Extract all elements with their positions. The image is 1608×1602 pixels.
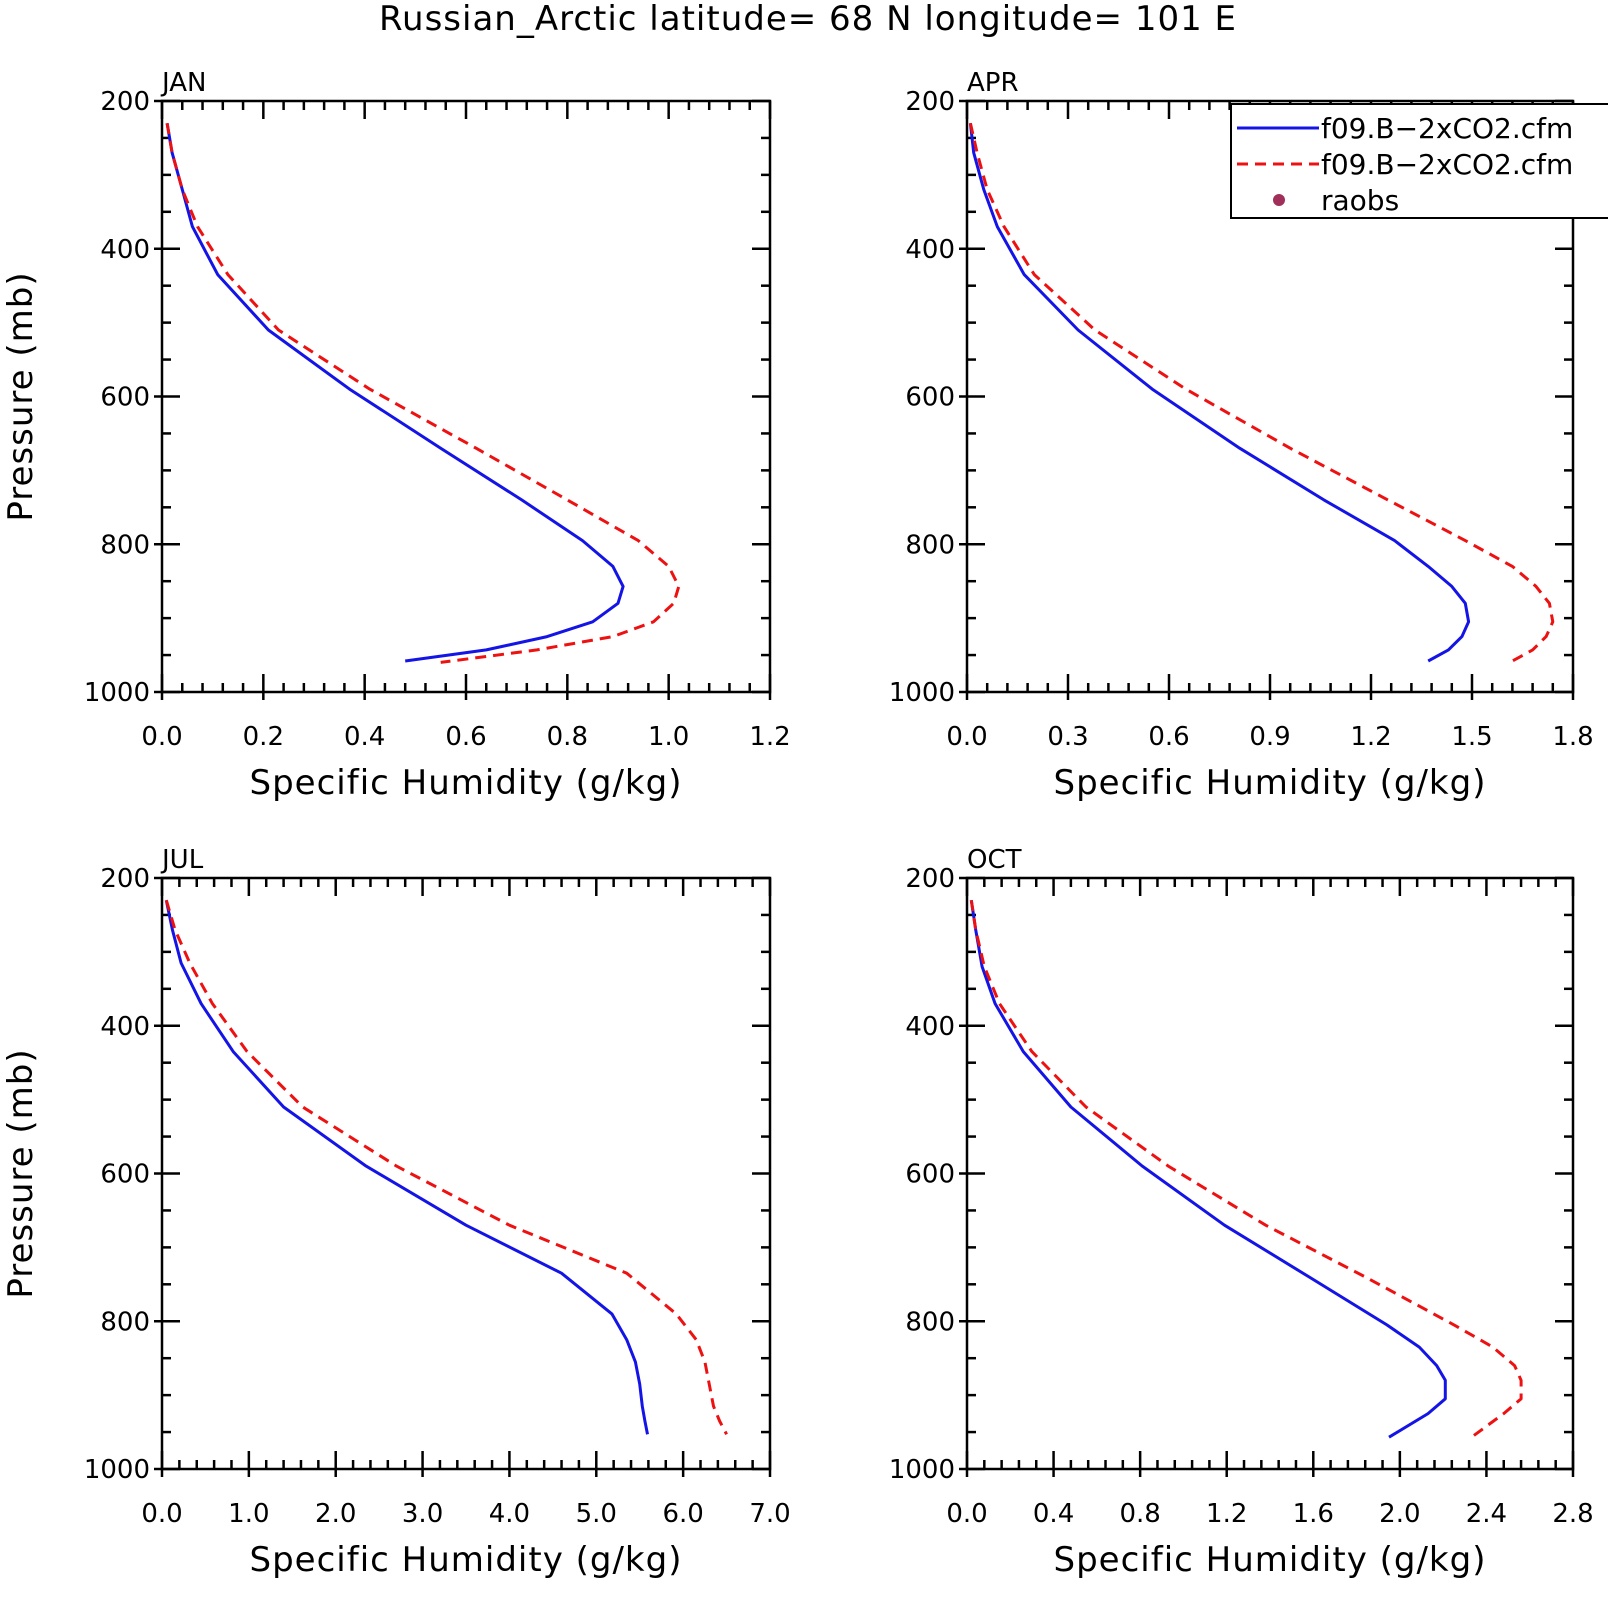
x-tick-label: 0.4 <box>1033 1499 1074 1529</box>
legend-label: raobs <box>1321 184 1399 217</box>
y-tick-label: 400 <box>100 235 150 265</box>
x-tick-label: 1.8 <box>1552 722 1593 752</box>
x-axis-label: Specific Humidity (g/kg) <box>1054 763 1487 803</box>
x-tick-label: 0.3 <box>1047 722 1088 752</box>
y-tick-label: 1000 <box>84 678 150 708</box>
panels: 200 400 600 800 1000 0.0 0.2 0.4 0.6 0.8 1.0 1.2 JAN… <box>1 68 1594 1580</box>
legend-label: f09.B−2xCO2.cfm <box>1321 112 1573 145</box>
y-tick-label: 600 <box>100 383 150 413</box>
x-tick-label: 2.8 <box>1552 1499 1593 1529</box>
y-tick-label: 800 <box>100 530 150 560</box>
x-axis-label: Specific Humidity (g/kg) <box>1054 1540 1487 1580</box>
series-line-dashed <box>968 122 1555 663</box>
x-tick-label: 4.0 <box>489 1499 530 1529</box>
x-tick-label: 0.8 <box>1119 1499 1160 1529</box>
panel-title: APR <box>967 68 1019 98</box>
series-line-dashed <box>969 899 1523 1438</box>
x-tick-label: 1.2 <box>1206 1499 1247 1529</box>
y-tick-label: 600 <box>905 1160 955 1190</box>
x-tick-label: 1.5 <box>1451 722 1492 752</box>
x-tick-label: 1.0 <box>228 1499 269 1529</box>
y-tick-label: 800 <box>905 530 955 560</box>
y-tick-label: 800 <box>100 1307 150 1337</box>
x-tick-label: 5.0 <box>576 1499 617 1529</box>
y-tick-label: 400 <box>905 1012 955 1042</box>
x-tick-label: 0.2 <box>243 722 284 752</box>
x-tick-label: 1.2 <box>749 722 790 752</box>
x-axis-label: Specific Humidity (g/kg) <box>250 1540 683 1580</box>
series-line-dashed <box>165 122 681 664</box>
panel-title: JUL <box>160 845 204 875</box>
x-tick-label: 3.0 <box>402 1499 443 1529</box>
x-tick-label: 2.0 <box>1379 1499 1420 1529</box>
plot-frame <box>160 876 772 1471</box>
y-tick-label: 600 <box>905 383 955 413</box>
x-tick-label: 0.6 <box>1148 722 1189 752</box>
y-tick-label: 400 <box>905 235 955 265</box>
legend-label: f09.B−2xCO2.cfm <box>1321 148 1573 181</box>
x-tick-label: 1.2 <box>1350 722 1391 752</box>
x-tick-label: 0.0 <box>141 722 182 752</box>
panel-jul: 200 400 600 800 1000 0.0 1.0 2.0 3.0 4.0 5.0 6.0 7.0… <box>1 845 791 1580</box>
series-line-solid <box>164 899 649 1435</box>
x-tick-label: 1.6 <box>1293 1499 1334 1529</box>
panel-apr: 200 400 600 800 1000 0.0 0.3 0.6 0.9 1.2 1.5 1.8 APR… <box>889 68 1594 803</box>
panel-oct: 200 400 600 800 1000 0.0 0.4 0.8 1.2 1.6 2.0 2.4 2.8… <box>889 845 1594 1580</box>
x-tick-label: 0.8 <box>547 722 588 752</box>
x-tick-label: 2.4 <box>1466 1499 1507 1529</box>
plot-frame <box>965 876 1575 1471</box>
y-tick-label: 1000 <box>889 678 955 708</box>
y-tick-label: 200 <box>100 87 150 117</box>
x-axis-label: Specific Humidity (g/kg) <box>250 763 683 803</box>
y-axis-label: Pressure (mb) <box>1 1048 41 1298</box>
x-tick-label: 6.0 <box>662 1499 703 1529</box>
series-line-solid <box>969 899 1447 1439</box>
series-line-solid <box>968 123 1471 663</box>
series-line-dashed <box>164 899 728 1435</box>
x-tick-label: 0.4 <box>344 722 385 752</box>
panel-title: OCT <box>967 845 1022 875</box>
panel-title: JAN <box>160 68 206 98</box>
x-tick-label: 0.0 <box>141 1499 182 1529</box>
y-tick-label: 800 <box>905 1307 955 1337</box>
y-tick-label: 1000 <box>889 1455 955 1485</box>
x-tick-label: 0.9 <box>1249 722 1290 752</box>
x-tick-label: 7.0 <box>749 1499 790 1529</box>
y-tick-label: 400 <box>100 1012 150 1042</box>
legend-marker <box>1273 194 1285 206</box>
x-tick-label: 1.0 <box>648 722 689 752</box>
panel-jan: 200 400 600 800 1000 0.0 0.2 0.4 0.6 0.8 1.0 1.2 JAN… <box>1 68 791 803</box>
plot-frame <box>160 99 772 694</box>
x-tick-label: 0.0 <box>946 722 987 752</box>
x-tick-label: 0.0 <box>946 1499 987 1529</box>
figure-title: Russian_Arctic latitude= 68 N longitude=… <box>379 0 1237 39</box>
legend-box <box>1230 103 1608 219</box>
y-axis-label: Pressure (mb) <box>1 271 41 521</box>
y-tick-label: 200 <box>905 87 955 117</box>
x-tick-label: 2.0 <box>315 1499 356 1529</box>
x-tick-label: 0.6 <box>445 722 486 752</box>
y-tick-label: 200 <box>100 864 150 894</box>
series-line-solid <box>165 122 625 663</box>
y-tick-label: 1000 <box>84 1455 150 1485</box>
y-tick-label: 600 <box>100 1160 150 1190</box>
y-tick-label: 200 <box>905 864 955 894</box>
